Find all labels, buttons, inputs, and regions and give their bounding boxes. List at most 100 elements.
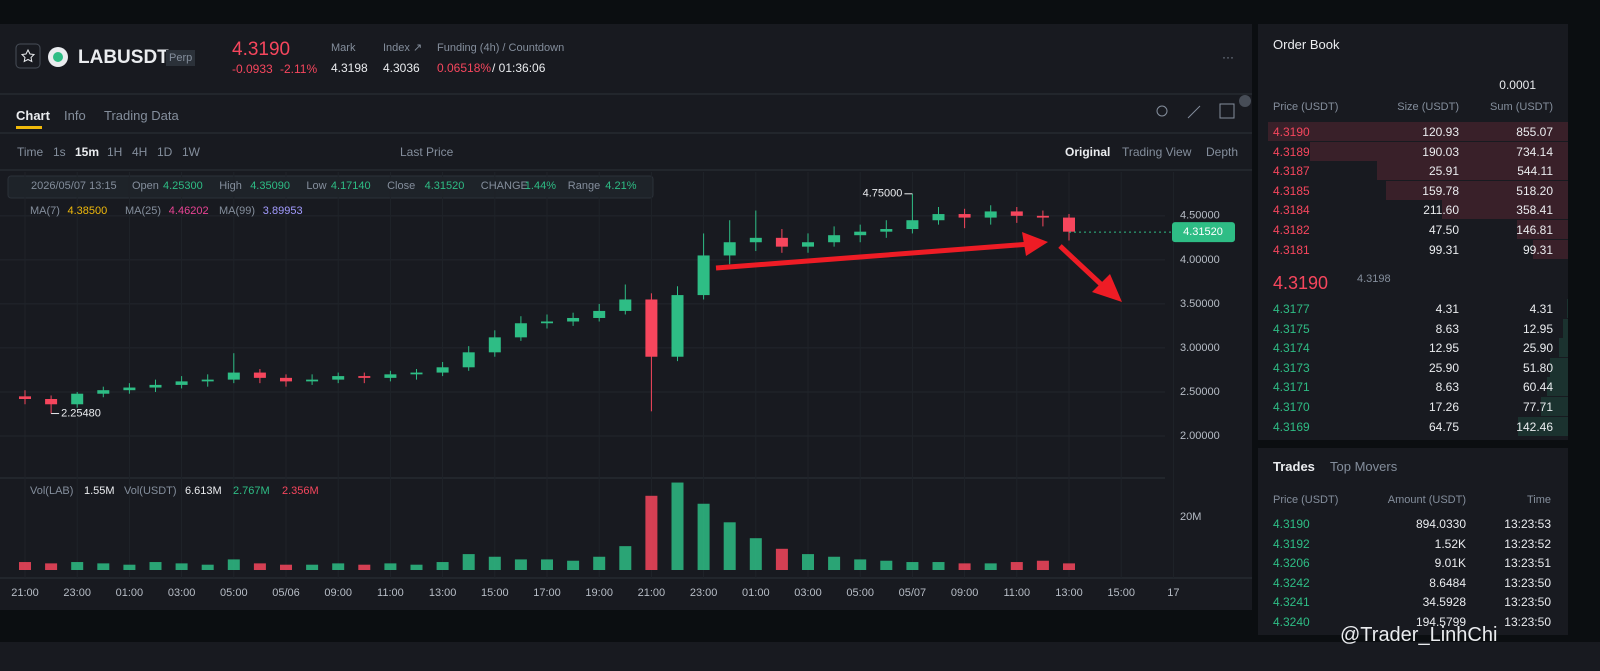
- favorite-button[interactable]: [15, 43, 41, 69]
- depth-bar: [1518, 416, 1568, 436]
- ohlc-value: 4.25300: [163, 180, 203, 192]
- volume-bar: [880, 560, 893, 570]
- tab[interactable]: Top Movers: [1330, 459, 1398, 474]
- bid-cell: 4.3174: [1273, 341, 1310, 356]
- depth-bar: [1558, 338, 1568, 358]
- depth-bar: [1516, 220, 1568, 239]
- y-tick-label: 4.50000: [1180, 210, 1220, 222]
- trade-cell: 4.3190: [1273, 517, 1310, 531]
- ohlc-value: 4.17140: [330, 180, 371, 192]
- index-price: 4.3036: [383, 61, 420, 75]
- volume-bar: [19, 562, 31, 570]
- candle-body: [932, 214, 945, 221]
- view-option[interactable]: Trading View: [1122, 145, 1192, 159]
- candle-body: [306, 379, 319, 382]
- x-tick-label: 23:00: [690, 587, 718, 599]
- y-tick-label: 4.00000: [1180, 254, 1220, 266]
- bid-cell: 8.63: [1435, 321, 1459, 336]
- ohlc-box: [7, 175, 654, 199]
- arrow-head: [1022, 232, 1048, 256]
- ask-cell: 4.3190: [1273, 125, 1310, 139]
- view-option[interactable]: Original: [1065, 145, 1111, 159]
- candle-body: [253, 372, 266, 378]
- x-tick-label: 01:00: [742, 587, 770, 599]
- column-header: Price (USDT): [1273, 494, 1339, 506]
- ohlc-label: CHANGE: [480, 180, 528, 192]
- alert-icon[interactable]: [1156, 105, 1168, 117]
- volume-bar: [175, 563, 188, 570]
- book-mark-price: 4.3198: [1357, 273, 1391, 285]
- tab[interactable]: Chart: [16, 108, 50, 123]
- ask-cell: 4.3187: [1273, 164, 1310, 179]
- x-tick-label: 13:00: [429, 587, 457, 599]
- x-tick-label: 17:00: [533, 587, 561, 599]
- volume-bar: [71, 562, 84, 570]
- candle-body: [514, 323, 527, 338]
- trade-cell: 194.5799: [1415, 615, 1466, 629]
- y-tick-label: 2.50000: [1180, 386, 1220, 398]
- price-type[interactable]: Last Price: [400, 145, 454, 159]
- candle-body: [149, 384, 162, 388]
- y-tick-label: 2.00000: [1180, 430, 1220, 442]
- interval[interactable]: 1D: [157, 145, 173, 159]
- star-icon: [20, 48, 36, 63]
- ohlc-value: 4.21%: [605, 180, 637, 192]
- vol-label: Vol(USDT): [124, 485, 177, 497]
- last-price-tag: [1172, 222, 1235, 243]
- depth-bar: [1377, 161, 1568, 181]
- bid-cell: 4.3169: [1273, 419, 1310, 434]
- bid-cell: 4.3170: [1273, 400, 1310, 414]
- tab[interactable]: Info: [64, 108, 86, 123]
- column-header: Price (USDT): [1273, 101, 1339, 113]
- tab[interactable]: Trades: [1273, 459, 1315, 474]
- candle-body: [19, 396, 31, 399]
- bid-cell: 25.90: [1428, 360, 1459, 375]
- index-label: Index ↗: [383, 42, 423, 54]
- trade-cell: 9.01K: [1434, 556, 1466, 571]
- trade-cell: 13:23:50: [1504, 615, 1551, 629]
- trade-cell: 4.3240: [1273, 615, 1310, 629]
- ask-cell: 159.78: [1422, 183, 1459, 198]
- interval[interactable]: 1W: [182, 145, 200, 159]
- bid-cell: 4.3171: [1273, 380, 1310, 395]
- column-header: Sum (USDT): [1490, 101, 1553, 113]
- expand-icon[interactable]: [1187, 105, 1201, 119]
- interval[interactable]: 1s: [53, 145, 66, 159]
- volume-bar: [227, 559, 240, 570]
- x-tick-label: 23:00: [63, 587, 91, 599]
- ohlc-label: Range: [567, 180, 601, 192]
- trade-cell: 13:23:53: [1504, 517, 1551, 531]
- bid-cell: 25.90: [1522, 341, 1553, 356]
- contract-tag: Perp: [166, 50, 196, 66]
- interval[interactable]: 4H: [132, 145, 148, 159]
- candle-body: [723, 242, 736, 256]
- ask-cell: 855.07: [1516, 125, 1553, 139]
- more-menu[interactable]: ···: [1222, 50, 1234, 64]
- volume-bar: [671, 482, 684, 570]
- view-option[interactable]: Depth: [1206, 145, 1239, 159]
- bid-cell: 60.44: [1522, 380, 1553, 395]
- vol-tick-label: 20M: [1180, 511, 1201, 523]
- candle-body: [749, 237, 762, 243]
- interval[interactable]: 1H: [107, 145, 123, 159]
- trade-cell: 1.52K: [1434, 536, 1466, 551]
- volume-bar: [149, 562, 162, 570]
- bid-cell: 4.31: [1529, 302, 1553, 316]
- close-button[interactable]: [1239, 95, 1251, 107]
- volume-bar: [306, 564, 319, 570]
- tab[interactable]: Trading Data: [104, 108, 179, 123]
- ask-cell: 358.41: [1516, 203, 1553, 218]
- arrow-head: [1092, 274, 1122, 302]
- trade-cell: 894.0330: [1415, 517, 1466, 531]
- candle-body: [358, 376, 371, 378]
- volume-bar: [332, 563, 345, 570]
- candle-body: [1063, 217, 1075, 232]
- bid-cell: 51.80: [1522, 360, 1553, 375]
- layout-icon[interactable]: [1219, 103, 1235, 119]
- interval[interactable]: 15m: [75, 145, 100, 159]
- volume-bar: [97, 563, 110, 570]
- ask-cell: 4.3184: [1273, 203, 1310, 218]
- symbol[interactable]: LABUSDT: [78, 47, 169, 68]
- candle-body: [802, 242, 814, 247]
- x-tick-label: 11:00: [1003, 587, 1030, 599]
